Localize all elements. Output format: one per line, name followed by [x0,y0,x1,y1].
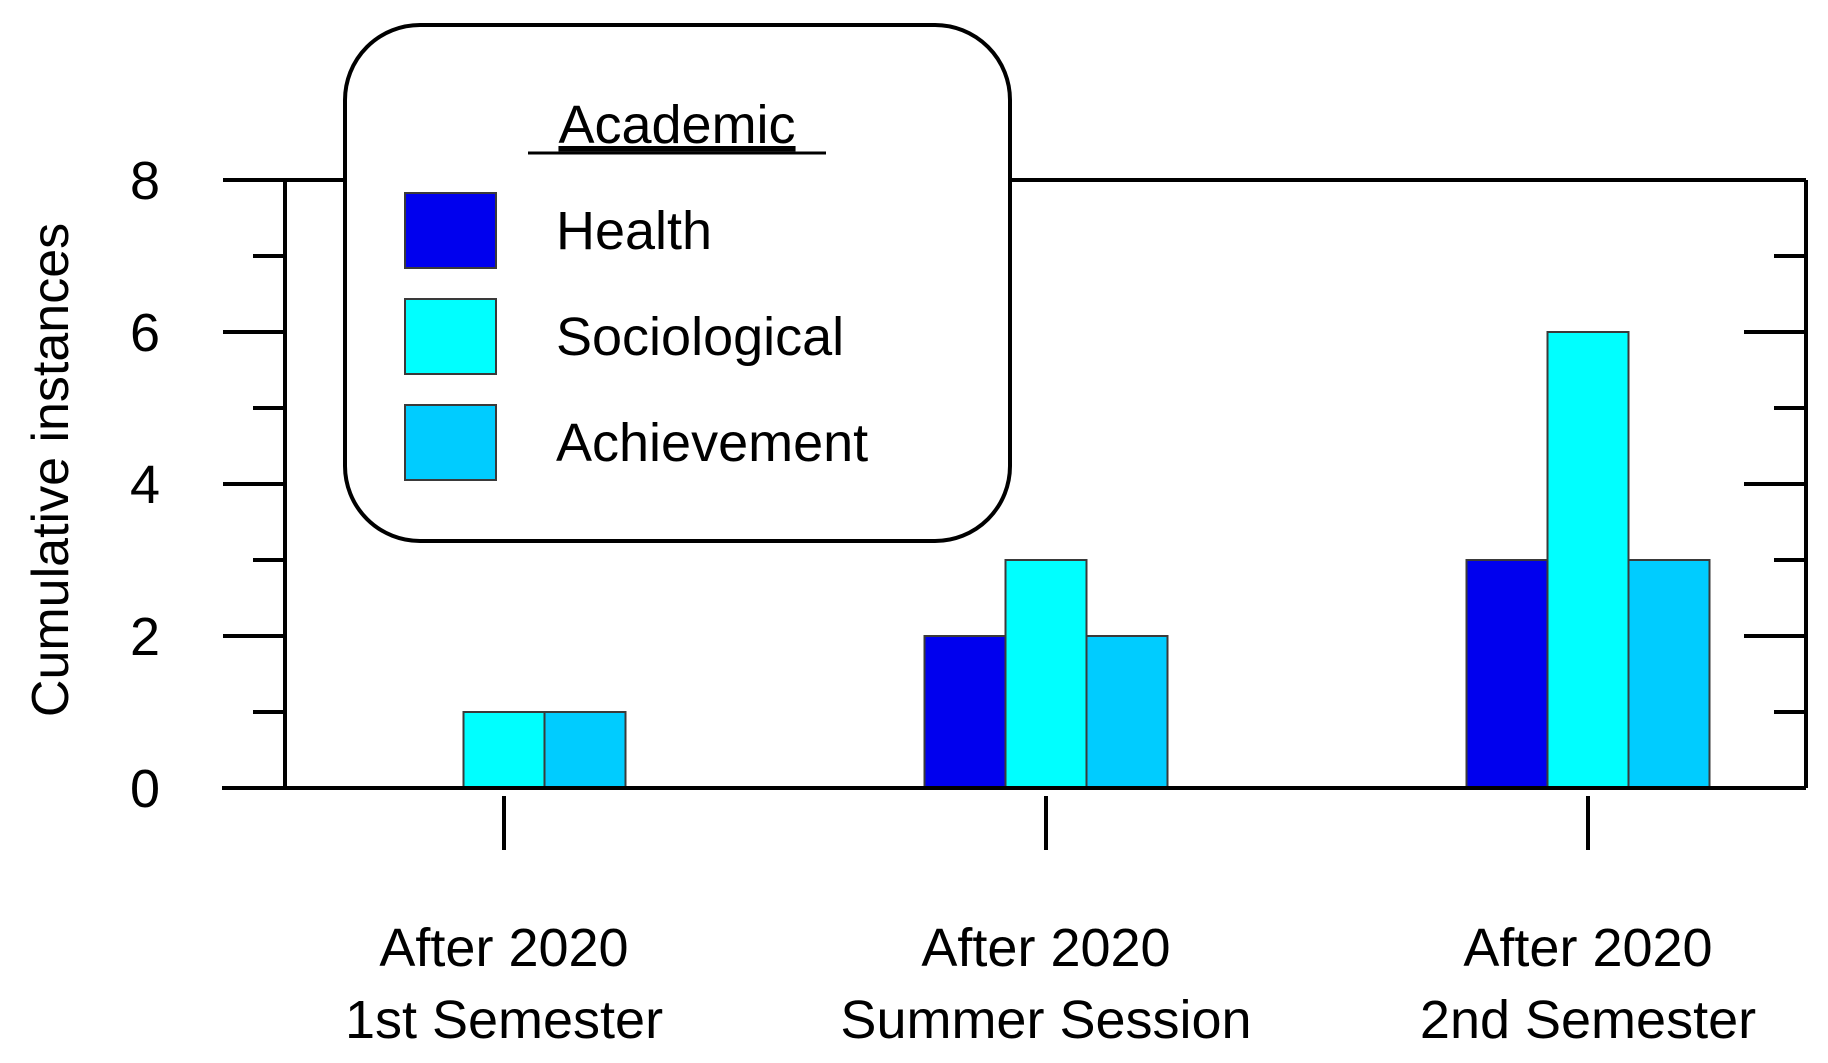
x-tick-label: After 2020 [921,918,1170,978]
x-tick-label: 1st Semester [345,990,663,1050]
y-tick-labels: 0 2 4 6 8 [130,151,160,819]
bar-sociological [1546,331,1630,789]
legend: Academic Health Sociological Achievement [343,23,1012,543]
bar-achievement [1627,559,1711,789]
x-tick-label: After 2020 [1463,918,1712,978]
y-tick-label: 4 [130,455,160,515]
y-tick-label: 6 [130,303,160,363]
bar-sociological [1004,559,1088,789]
x-tick-label: After 2020 [379,918,628,978]
legend-label-health: Health [556,201,712,261]
bar-achievement [1085,635,1169,789]
legend-box [343,23,1012,543]
y-tick-label: 2 [130,607,160,667]
legend-label-achievement: Achievement [556,413,868,473]
y-tick-label: 8 [130,151,160,211]
y-tick-label: 0 [130,759,160,819]
bar-sociological [462,711,546,789]
x-tick-label: Summer Session [840,990,1251,1050]
legend-swatch-sociological [404,298,497,375]
legend-swatch-health [404,192,497,269]
bar-achievement [543,711,627,789]
legend-swatch-achievement [404,404,497,481]
y-axis-label: Cumulative instances [22,223,80,717]
bars [462,331,1711,789]
bar-health [1465,559,1549,789]
x-tick-labels: After 2020 1st Semester After 2020 Summer S… [345,918,1756,1050]
legend-label-sociological: Sociological [556,307,844,367]
plot-frame [222,178,1808,790]
bar-health [923,635,1007,789]
legend-title: Academic [558,95,795,155]
x-tick-label: 2nd Semester [1420,990,1756,1050]
